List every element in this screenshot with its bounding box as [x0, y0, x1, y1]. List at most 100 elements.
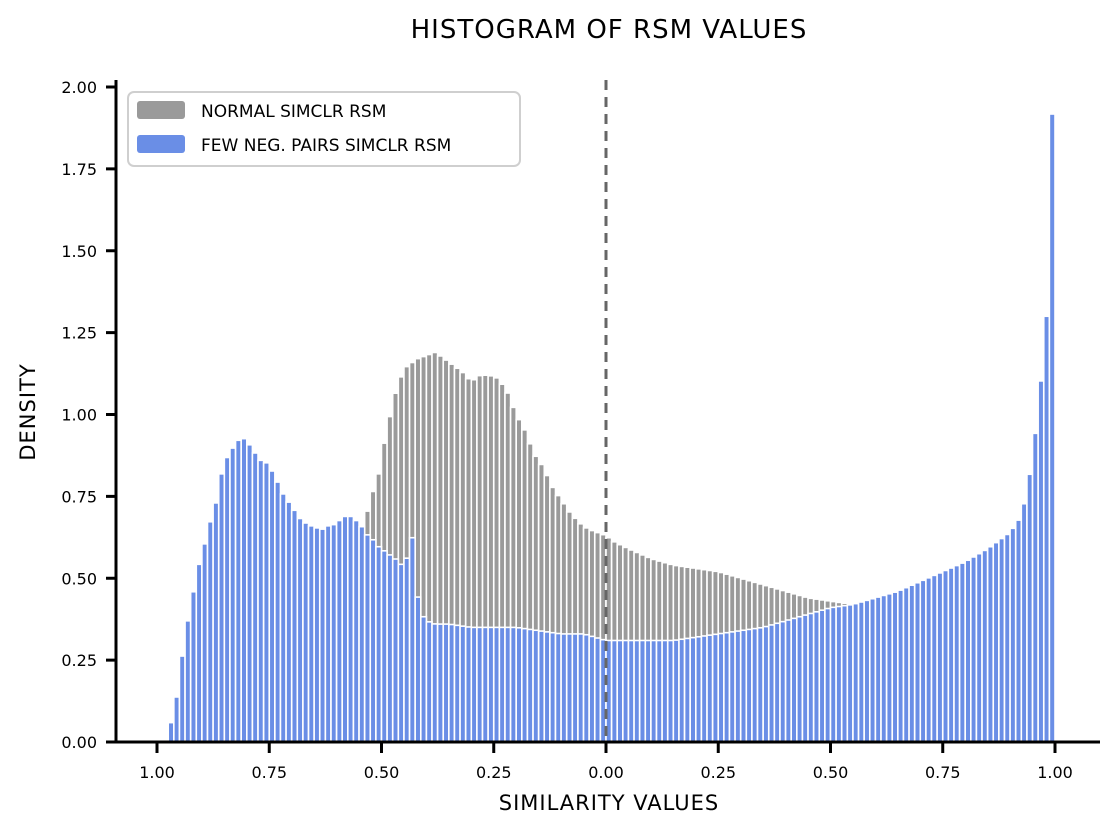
histogram-bar: [195, 563, 203, 743]
histogram-bar: [902, 586, 910, 743]
histogram-bar: [891, 591, 899, 743]
histogram-bar: [998, 537, 1006, 743]
histogram-bar: [807, 612, 815, 743]
histogram-bar: [206, 520, 214, 743]
x-axis-label: SIMILARITY VALUES: [499, 791, 720, 815]
histogram-bar: [986, 545, 995, 743]
histogram-bar: [947, 567, 955, 743]
histogram-bar: [223, 456, 231, 743]
y-tick-label: 1.75: [61, 160, 97, 179]
histogram-bar: [453, 624, 461, 743]
y-tick-label: 0.25: [61, 651, 97, 670]
histogram-bar: [509, 626, 517, 743]
histogram-bar: [638, 639, 647, 743]
histogram-bar: [431, 623, 439, 743]
histogram-bar: [852, 602, 860, 743]
histogram-bar: [352, 519, 360, 743]
legend-label-normal: NORMAL SIMCLR RSM: [201, 102, 386, 122]
y-axis-label: DENSITY: [16, 363, 40, 460]
histogram-bar: [212, 502, 220, 743]
histogram-bar: [537, 630, 546, 743]
histogram-bar: [560, 633, 568, 743]
histogram-bar: [448, 623, 456, 743]
x-tick-label: 0.50: [364, 763, 400, 782]
histogram-bar: [644, 639, 652, 743]
x-tick-label: 0.50: [813, 763, 849, 782]
legend-swatch-normal: [137, 101, 185, 119]
histogram-bar: [234, 439, 242, 743]
histogram-bar: [184, 620, 192, 743]
histogram-bar: [1014, 519, 1023, 743]
histogram-bar: [930, 574, 938, 743]
histogram-bar: [846, 604, 854, 743]
histogram-bar: [408, 536, 416, 743]
histogram-bar: [498, 626, 506, 743]
histogram-bar: [970, 556, 978, 743]
histogram-bar: [908, 584, 916, 743]
histogram-bar: [246, 443, 254, 743]
histogram-bar: [706, 634, 714, 743]
histogram-bar: [953, 564, 961, 743]
legend-swatch-few-neg: [137, 135, 185, 153]
histogram-bar: [290, 509, 299, 743]
histogram-bar: [622, 639, 630, 743]
histogram-bar: [1042, 315, 1051, 743]
histogram-bar: [369, 538, 377, 743]
histogram-bar: [717, 632, 725, 743]
histogram-bar: [487, 626, 495, 743]
histogram-bar: [857, 601, 865, 743]
histogram-bar: [790, 617, 798, 743]
histogram-bar: [173, 696, 181, 743]
legend-box: [127, 91, 521, 167]
histogram-bar: [728, 631, 736, 743]
histogram-bar: [975, 552, 983, 743]
histogram-bar: [745, 628, 753, 743]
y-tick-label: 0.75: [61, 487, 97, 506]
histogram-bar: [324, 525, 332, 743]
histogram-bar: [616, 639, 624, 743]
histogram-bar: [436, 623, 445, 743]
histogram-bar: [521, 627, 529, 743]
x-ticks: 1.00 0.75 0.50 0.25 0.00 0.25 0.50 0.75 1.00: [139, 742, 1073, 782]
y-tick-label: 0.00: [61, 733, 97, 752]
histogram-bar: [492, 626, 501, 743]
y-tick-label: 0.50: [61, 569, 97, 588]
y-tick-label: 1.25: [61, 324, 97, 343]
histogram-bar: [627, 639, 635, 743]
histogram-bar: [279, 493, 287, 743]
histogram-bar: [700, 635, 708, 743]
histogram-bar: [1026, 473, 1034, 743]
x-tick-label: 0.00: [588, 763, 624, 782]
histogram-bar: [1003, 533, 1011, 743]
y-ticks: 0.00 0.25 0.50 0.75 1.00 1.25 1.50 1.75 2.00: [61, 78, 116, 752]
histogram-bar: [1037, 380, 1045, 743]
chart-title: HISTOGRAM OF RSM VALUES: [411, 15, 808, 45]
histogram-bar: [274, 481, 282, 743]
histogram-bar: [824, 607, 832, 743]
histogram-bar: [672, 639, 680, 743]
histogram-bar: [734, 630, 742, 743]
histogram-bar: [262, 462, 271, 743]
histogram-bar: [313, 527, 321, 743]
histogram-bar: [403, 557, 411, 743]
histogram-bar: [167, 721, 175, 743]
histogram-bar: [593, 637, 602, 743]
histogram-bar: [582, 633, 590, 743]
histogram-bar: [897, 589, 905, 743]
histogram-bar: [666, 639, 675, 743]
histogram-bar: [610, 639, 619, 743]
histogram-bar: [178, 655, 186, 743]
histogram-bar: [330, 523, 338, 743]
histogram-bar: [257, 459, 265, 743]
histogram-bar: [723, 631, 731, 743]
histogram-bar: [588, 635, 596, 743]
histogram-bar: [189, 590, 198, 743]
histogram-bar: [919, 579, 927, 743]
y-tick-label: 2.00: [61, 78, 97, 97]
histogram-bar: [363, 534, 372, 743]
axes: [114, 80, 1100, 744]
histogram-bar: [549, 631, 557, 743]
histogram-bar: [773, 622, 781, 743]
histogram-bar: [397, 563, 405, 743]
histogram-bar: [767, 624, 776, 743]
